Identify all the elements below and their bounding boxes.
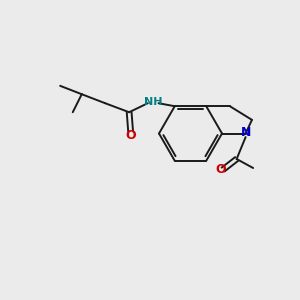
Text: NH: NH (144, 97, 162, 107)
Text: N: N (241, 125, 251, 139)
Text: O: O (125, 129, 136, 142)
Text: O: O (215, 163, 226, 176)
